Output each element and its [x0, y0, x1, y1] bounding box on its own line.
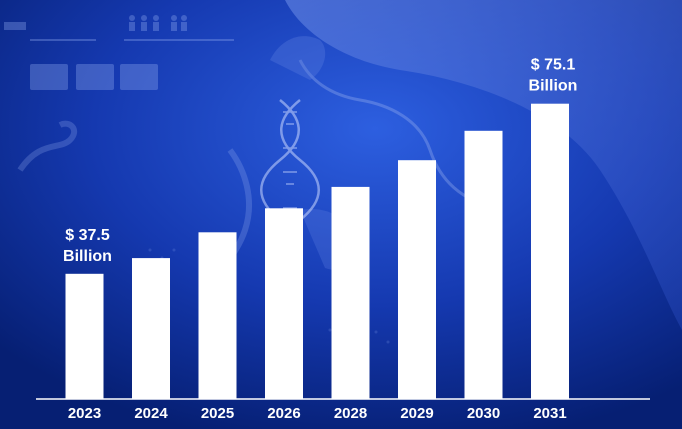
value-annotations: $ 37.5 Billion $ 75.1 Billion — [63, 57, 577, 265]
value-unit-label-2031: Billion — [529, 78, 578, 95]
value-unit-label-2023: Billion — [63, 248, 112, 265]
x-tick-labels: 2023 2024 2025 2026 2028 2029 2030 2031 — [68, 405, 567, 422]
dna-helix-icon — [260, 99, 320, 221]
value-label-2031: $ 75.1 — [531, 57, 576, 74]
folder-icon — [30, 64, 158, 90]
bar-2029 — [398, 160, 436, 399]
bar-2023 — [65, 273, 104, 400]
x-tick-label-2031: 2031 — [533, 405, 566, 422]
x-tick-label-2029: 2029 — [400, 405, 433, 422]
x-tick-label-2025: 2025 — [201, 405, 234, 422]
bar-2026 — [265, 208, 303, 399]
x-tick-label-2026: 2026 — [267, 405, 300, 422]
value-label-2023: $ 37.5 — [65, 227, 110, 244]
bars-group — [65, 103, 569, 400]
x-tick-label-2024: 2024 — [134, 405, 168, 422]
x-tick-label-2023: 2023 — [68, 405, 101, 422]
people-icon — [129, 15, 187, 31]
bar-2028 — [331, 186, 370, 399]
bar-2025 — [198, 232, 237, 399]
bar-2030 — [464, 130, 503, 400]
bar-2031 — [531, 103, 569, 399]
dashboard-decoration — [4, 15, 234, 90]
x-tick-label-2028: 2028 — [334, 405, 367, 422]
x-tick-label-2030: 2030 — [467, 405, 500, 422]
bar-2024 — [132, 258, 170, 399]
